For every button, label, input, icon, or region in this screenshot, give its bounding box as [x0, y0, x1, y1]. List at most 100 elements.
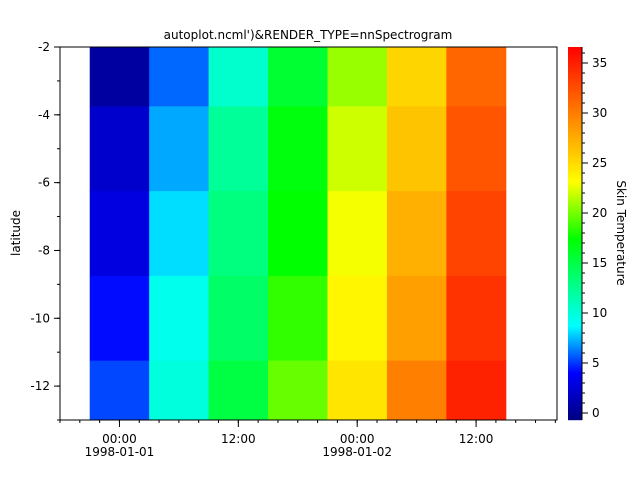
colorbar-strip: [568, 124, 582, 126]
colorbar-strip: [568, 405, 582, 407]
colorbar-strip: [568, 234, 582, 236]
colorbar-strip: [568, 247, 582, 249]
colorbar-strip: [568, 343, 582, 345]
colorbar-strip: [568, 90, 582, 92]
colorbar-strip: [568, 350, 582, 352]
colorbar-strip: [568, 281, 582, 283]
colorbar-strip: [568, 286, 582, 288]
colorbar-strip: [568, 289, 582, 291]
colorbar-strip: [568, 185, 582, 187]
colorbar-strip: [568, 59, 582, 61]
colorbar-strip: [568, 404, 582, 406]
colorbar-strip: [568, 106, 582, 108]
colorbar-strip: [568, 269, 582, 271]
heatmap-cell: [89, 360, 150, 421]
colorbar-strip: [568, 143, 582, 145]
colorbar-strip: [568, 167, 582, 169]
colorbar-strip: [568, 243, 582, 245]
colorbar-strip: [568, 155, 582, 157]
colorbar-strip: [568, 135, 582, 137]
colorbar-strip: [568, 203, 582, 205]
colorbar-strip: [568, 369, 582, 371]
plot-frame: [59, 46, 558, 421]
x-tick-label: 12:00: [459, 432, 494, 446]
x-tick-label: 12:00: [221, 432, 256, 446]
colorbar-tick-label: 15: [592, 256, 607, 270]
heatmap-cell: [386, 47, 447, 107]
colorbar-strip: [568, 347, 582, 349]
colorbar-strip: [568, 297, 582, 299]
y-tick-label: -12: [30, 379, 50, 393]
colorbar-strip: [568, 307, 582, 309]
colorbar-strip: [568, 134, 582, 136]
colorbar-strip: [568, 171, 582, 173]
colorbar-strip: [568, 360, 582, 362]
colorbar-strip: [568, 157, 582, 159]
colorbar-strip: [568, 299, 582, 301]
colorbar-strip: [568, 316, 582, 318]
colorbar-strip: [568, 419, 582, 421]
colorbar-strip: [568, 80, 582, 82]
colorbar-strip: [568, 298, 582, 300]
colorbar-strip: [568, 417, 582, 419]
colorbar-strip: [568, 86, 582, 88]
heatmap-cell: [327, 275, 388, 362]
colorbar-strip: [568, 384, 582, 386]
colorbar-strip: [568, 136, 582, 138]
colorbar-strip: [568, 108, 582, 110]
colorbar-strip: [568, 72, 582, 74]
colorbar-strip: [568, 113, 582, 115]
colorbar-strip: [568, 116, 582, 118]
colorbar-strip: [568, 189, 582, 191]
colorbar-strip: [568, 97, 582, 99]
colorbar-strip: [568, 175, 582, 177]
colorbar-strip: [568, 300, 582, 302]
colorbar-strip: [568, 259, 582, 261]
colorbar-strip: [568, 306, 582, 308]
colorbar-strip: [568, 133, 582, 135]
colorbar-strip: [568, 336, 582, 338]
colorbar-strip: [568, 385, 582, 387]
colorbar-strip: [568, 272, 582, 274]
colorbar-strip: [568, 356, 582, 358]
colorbar-strip: [568, 154, 582, 156]
colorbar-strip: [568, 413, 582, 415]
colorbar-strip: [568, 64, 582, 66]
y-tick-label: -6: [38, 176, 50, 190]
colorbar-strip: [568, 207, 582, 209]
colorbar-strip: [568, 373, 582, 375]
colorbar-strip: [568, 169, 582, 171]
colorbar-strip: [568, 170, 582, 172]
colorbar-strip: [568, 142, 582, 144]
colorbar-strip: [568, 102, 582, 104]
colorbar-strip: [568, 257, 582, 259]
colorbar-tick-label: 30: [592, 106, 607, 120]
colorbar-strip: [568, 176, 582, 178]
colorbar-strip: [568, 302, 582, 304]
colorbar-strip: [568, 78, 582, 80]
colorbar-strip: [568, 202, 582, 204]
colorbar-strip: [568, 103, 582, 105]
heatmap-cell: [89, 275, 150, 362]
colorbar-strip: [568, 388, 582, 390]
colorbar-strip: [568, 274, 582, 276]
colorbar-strip: [568, 178, 582, 180]
heatmap-cell: [268, 275, 328, 362]
colorbar-strip: [568, 226, 582, 228]
colorbar-strip: [568, 83, 582, 85]
colorbar-strip: [568, 324, 582, 326]
colorbar-strip: [568, 293, 582, 295]
colorbar-strip: [568, 192, 582, 194]
colorbar-strip: [568, 381, 582, 383]
colorbar-strip: [568, 235, 582, 237]
colorbar-strip: [568, 291, 582, 293]
colorbar-strip: [568, 380, 582, 382]
heatmap-cell: [446, 191, 507, 277]
colorbar-strip: [568, 338, 582, 340]
colorbar-strip: [568, 290, 582, 292]
colorbar-strip: [568, 346, 582, 348]
colorbar-strip: [568, 382, 582, 384]
colorbar-strip: [568, 349, 582, 351]
colorbar-strip: [568, 368, 582, 370]
colorbar-strip: [568, 145, 582, 147]
